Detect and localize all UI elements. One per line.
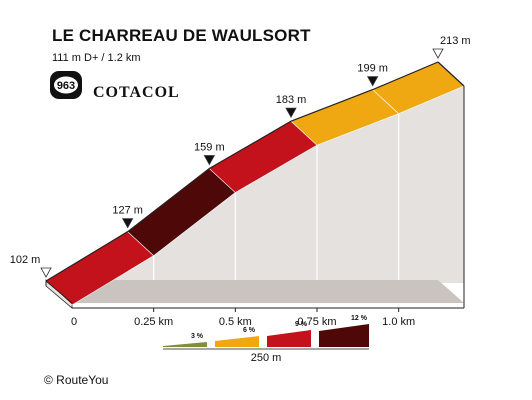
climb-title: LE CHARREAU DE WAULSORT [52, 26, 311, 45]
cotacol-brand: COTACOL [93, 84, 180, 101]
x-tick-label: 0 [71, 316, 77, 328]
elevation-label: 102 m [10, 254, 41, 266]
legend-swatch [163, 342, 207, 347]
open-triangle-icon [40, 267, 52, 278]
gradient-legend: 3 % 6 % 9 % 12 % 250 m [163, 315, 369, 364]
x-tick-label: 0.75 km [297, 316, 336, 328]
filled-triangle-icon [366, 76, 379, 87]
legend-label: 9 % [295, 321, 308, 328]
legend-swatch [267, 330, 311, 347]
slope-end-edge [437, 61, 465, 87]
x-tick-label: 0.25 km [134, 316, 173, 328]
legend-label: 3 % [191, 333, 204, 340]
slope-outline [45, 61, 439, 282]
legend-label: 12 % [351, 315, 368, 322]
x-tick-label: 1.0 km [382, 316, 415, 328]
profile-body [72, 86, 464, 305]
legend-scale-label: 250 m [251, 352, 282, 364]
profile-blocks [45, 86, 464, 309]
open-triangle-icon [432, 48, 444, 59]
climb-stats: 111 m D+ / 1.2 km [52, 52, 141, 64]
legend-swatch [319, 324, 369, 347]
elevation-label: 183 m [276, 94, 307, 106]
filled-triangle-icon [285, 107, 297, 119]
elevation-label: 127 m [112, 205, 143, 217]
profile-floor [46, 280, 464, 303]
elevation-label: 159 m [194, 142, 225, 154]
cotacol-badge-icon: 963 [50, 71, 82, 99]
legend-label: 6 % [243, 327, 256, 334]
elevation-label: 213 m [440, 35, 471, 47]
profile-slope-segments [45, 61, 465, 308]
legend-swatch [215, 336, 259, 347]
filled-triangle-icon [121, 218, 134, 229]
copyright-notice: © RouteYou [44, 373, 109, 387]
elevation-markers: 102 m 127 m 159 m 183 m 199 m 213 m [10, 35, 471, 278]
distance-axis: 0 0.25 km 0.5 km 0.75 km 1.0 km [71, 308, 415, 328]
elevation-label: 199 m [357, 63, 388, 75]
x-tick-label: 0.5 km [219, 316, 252, 328]
slope-start-edge [45, 280, 73, 304]
filled-triangle-icon [203, 155, 216, 166]
cotacol-number: 963 [57, 80, 75, 92]
